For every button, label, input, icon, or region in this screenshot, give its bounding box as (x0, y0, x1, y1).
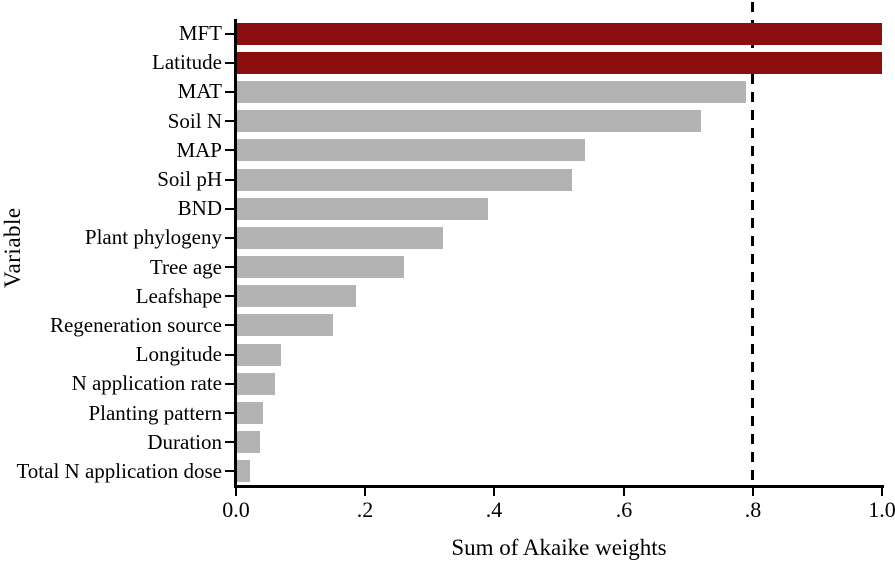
x-axis-tick-mark (235, 488, 237, 496)
category-labels-column: MFT Latitude MAT Soil N MAP Soil pH BND Plant p… (0, 19, 222, 486)
bar (236, 139, 585, 162)
bar-row (225, 340, 882, 369)
category-label: Regeneration source (49, 312, 222, 337)
bar (236, 197, 488, 220)
x-axis-tick-mark (752, 488, 754, 496)
bar-row (225, 107, 882, 136)
x-axis-tick-mark (623, 488, 625, 496)
bar-row (225, 428, 882, 457)
y-axis-tick-mark (225, 32, 234, 35)
category-label: Soil pH (157, 167, 222, 192)
plot-area (225, 2, 882, 487)
category-label: Planting pattern (88, 400, 222, 425)
y-axis-tick-mark (225, 236, 234, 239)
category-label: Plant phylogeny (84, 225, 222, 250)
category-label: Latitude (152, 50, 222, 75)
bar (236, 256, 404, 279)
y-axis-tick-mark (225, 412, 234, 415)
bar-row (225, 369, 882, 398)
y-axis-tick-mark (225, 120, 234, 123)
category-label: MAP (176, 137, 222, 162)
bar-row (225, 19, 882, 48)
category-label: Duration (147, 429, 222, 454)
category-label: MFT (178, 21, 222, 46)
bar-row (225, 223, 882, 252)
y-axis-tick-mark (225, 353, 234, 356)
x-axis-tick-label: .2 (356, 497, 374, 522)
category-label: BND (177, 196, 222, 221)
bar-row (225, 398, 882, 427)
bar (236, 431, 260, 454)
x-axis-tick-label: 0.0 (222, 497, 250, 522)
category-label: Soil N (167, 108, 222, 133)
category-label: Tree age (149, 254, 222, 279)
x-axis-tick-label: .8 (744, 497, 762, 522)
x-axis-baseline (234, 485, 884, 488)
bar-row (225, 282, 882, 311)
x-axis-tick-mark (881, 488, 883, 496)
x-axis-tick-label: .4 (485, 497, 503, 522)
bar-row (225, 253, 882, 282)
bar (236, 343, 282, 366)
y-axis-tick-mark (225, 266, 234, 269)
x-axis-tick-label: .6 (615, 497, 633, 522)
bar (236, 80, 747, 103)
category-label: MAT (177, 79, 222, 104)
bar-row (225, 311, 882, 340)
category-label: Leafshape (135, 283, 222, 308)
bar-row (225, 165, 882, 194)
bar (236, 402, 264, 425)
y-axis-tick-mark (225, 382, 234, 385)
bar (236, 22, 882, 45)
category-label: Longitude (135, 342, 222, 367)
bar (236, 226, 443, 249)
bar-row (225, 457, 882, 486)
bar-row (225, 136, 882, 165)
y-axis-tick-mark (225, 207, 234, 210)
bar (236, 168, 572, 191)
category-label: N application rate (71, 371, 222, 396)
y-axis-tick-mark (225, 61, 234, 64)
x-axis-tick-mark (364, 488, 366, 496)
bar-row (225, 194, 882, 223)
y-axis-tick-mark (225, 90, 234, 93)
threshold-dashed-line (751, 2, 754, 486)
y-axis-tick-mark (225, 324, 234, 327)
bar (236, 372, 275, 395)
category-label: Total N application dose (16, 458, 222, 483)
y-axis-tick-mark (225, 441, 234, 444)
y-axis-tick-mark (225, 470, 234, 473)
bar (236, 314, 333, 337)
bar (236, 285, 356, 308)
bar-row (225, 77, 882, 106)
x-axis-tick-label: 1.0 (868, 497, 895, 522)
bar-row (225, 48, 882, 77)
y-axis-tick-mark (225, 178, 234, 181)
y-axis-tick-mark (225, 295, 234, 298)
bar (236, 51, 882, 74)
x-axis-tick-mark (493, 488, 495, 496)
bars-container (225, 19, 882, 486)
bar (236, 110, 702, 133)
y-axis-spine (234, 19, 237, 487)
x-axis-title: Sum of Akaike weights (451, 535, 667, 560)
bar (236, 460, 251, 483)
y-axis-tick-mark (225, 149, 234, 152)
